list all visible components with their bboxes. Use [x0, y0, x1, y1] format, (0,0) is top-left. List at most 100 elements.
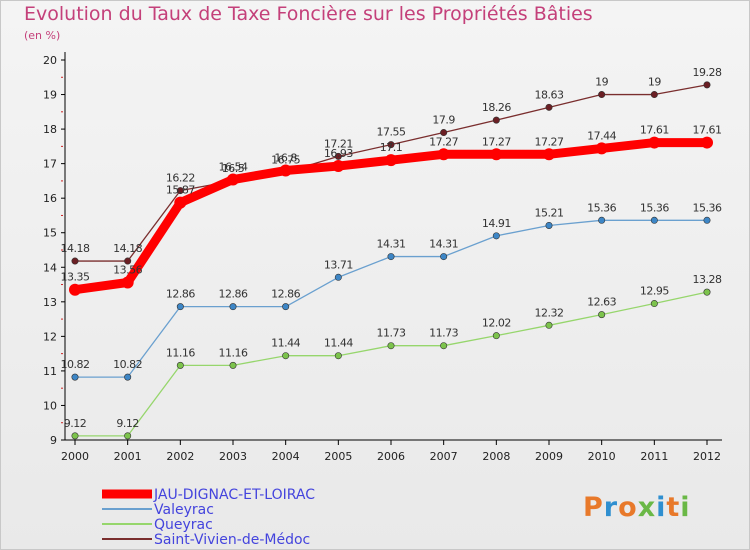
- data-point-saint-vivien-de-m-doc: [650, 91, 658, 99]
- data-label-jau-dignac-et-loirac: 17.27: [429, 135, 458, 148]
- y-tick-label: 15: [43, 227, 57, 240]
- data-point-saint-vivien-de-m-doc: [440, 129, 448, 137]
- data-label-queyrac: 11.73: [377, 327, 406, 340]
- data-label-valeyrac: 15.36: [587, 201, 616, 214]
- logo-letter: r: [603, 492, 619, 523]
- x-tick-label: 2010: [588, 450, 616, 463]
- data-point-jau-dignac-et-loirac: [490, 148, 503, 161]
- data-label-valeyrac: 12.86: [219, 288, 248, 301]
- data-point-jau-dignac-et-loirac: [385, 154, 397, 167]
- data-label-jau-dignac-et-loirac: 13.56: [113, 263, 142, 276]
- data-point-jau-dignac-et-loirac: [279, 164, 292, 177]
- data-label-valeyrac: 15.21: [535, 206, 564, 219]
- x-tick-label: 2003: [219, 450, 247, 463]
- data-label-saint-vivien-de-m-doc: 14.18: [61, 242, 90, 255]
- data-point-queyrac: [387, 342, 395, 350]
- data-label-jau-dignac-et-loirac: 16.93: [324, 147, 353, 160]
- data-label-valeyrac: 14.31: [377, 238, 406, 251]
- data-label-jau-dignac-et-loirac: 16.8: [274, 152, 297, 165]
- data-point-queyrac: [334, 352, 342, 360]
- y-tick-label: 18: [43, 123, 57, 136]
- data-label-jau-dignac-et-loirac: 16.54: [219, 161, 248, 174]
- data-point-jau-dignac-et-loirac: [174, 196, 187, 209]
- data-point-saint-vivien-de-m-doc: [176, 187, 184, 195]
- data-label-saint-vivien-de-m-doc: 18.26: [482, 101, 511, 114]
- data-label-jau-dignac-et-loirac: 17.44: [587, 129, 616, 142]
- data-point-valeyrac: [703, 216, 711, 224]
- data-label-valeyrac: 12.86: [271, 288, 300, 301]
- series-line-queyrac: [74, 291, 708, 437]
- data-point-valeyrac: [282, 303, 290, 311]
- data-label-queyrac: 12.02: [482, 317, 511, 330]
- data-label-saint-vivien-de-m-doc: 16.5: [222, 162, 245, 175]
- x-tick-label: 2004: [272, 450, 300, 463]
- data-point-valeyrac: [598, 216, 606, 224]
- data-point-saint-vivien-de-m-doc: [334, 152, 342, 160]
- data-point-jau-dignac-et-loirac: [543, 148, 555, 161]
- data-point-jau-dignac-et-loirac: [595, 142, 608, 155]
- data-point-queyrac: [703, 288, 711, 296]
- data-label-valeyrac: 10.82: [61, 358, 90, 371]
- y-tick-label: 11: [43, 365, 57, 378]
- data-point-valeyrac: [492, 232, 500, 240]
- data-point-queyrac: [176, 361, 184, 369]
- logo-letter: t: [666, 492, 681, 523]
- y-tick-label: 9: [50, 434, 57, 447]
- data-point-valeyrac: [545, 221, 553, 229]
- data-point-jau-dignac-et-loirac: [121, 276, 134, 289]
- data-label-queyrac: 9.12: [116, 417, 139, 430]
- data-point-saint-vivien-de-m-doc: [387, 141, 395, 149]
- legend-label: Queyrac: [154, 517, 213, 533]
- data-point-valeyrac: [387, 253, 395, 261]
- data-point-queyrac: [650, 300, 658, 308]
- data-point-saint-vivien-de-m-doc: [545, 103, 553, 111]
- x-tick-label: 2009: [535, 450, 563, 463]
- y-tick-label: 10: [43, 399, 57, 412]
- data-point-valeyrac: [229, 303, 237, 311]
- data-point-valeyrac: [71, 373, 79, 381]
- data-label-valeyrac: 12.86: [166, 288, 195, 301]
- x-tick-label: 2000: [61, 450, 89, 463]
- data-label-queyrac: 12.63: [587, 296, 616, 309]
- legend-label: Saint-Vivien-de-Médoc: [154, 532, 310, 548]
- legend-label: Valeyrac: [154, 502, 214, 518]
- data-point-jau-dignac-et-loirac: [69, 283, 81, 296]
- proxiti-logo: Proxiti: [583, 492, 691, 523]
- x-tick-label: 2006: [377, 450, 405, 463]
- data-point-queyrac: [71, 432, 79, 440]
- data-label-saint-vivien-de-m-doc: 17.21: [324, 137, 353, 150]
- data-label-valeyrac: 14.31: [429, 238, 458, 251]
- data-label-jau-dignac-et-loirac: 15.87: [166, 184, 195, 197]
- data-point-queyrac: [229, 361, 237, 369]
- y-tick-label: 17: [43, 158, 57, 171]
- data-label-saint-vivien-de-m-doc: 19.28: [693, 66, 722, 79]
- data-point-valeyrac: [176, 303, 184, 311]
- data-label-saint-vivien-de-m-doc: 17.9: [432, 114, 455, 127]
- y-tick-label: 20: [43, 54, 57, 67]
- data-label-queyrac: 11.44: [324, 337, 353, 350]
- data-point-queyrac: [492, 332, 500, 340]
- x-tick-label: 2002: [166, 450, 194, 463]
- x-tick-label: 2001: [114, 450, 142, 463]
- data-point-saint-vivien-de-m-doc: [492, 116, 500, 124]
- x-tick-label: 2012: [693, 450, 721, 463]
- data-label-valeyrac: 15.36: [640, 201, 669, 214]
- data-point-queyrac: [545, 321, 553, 329]
- data-point-saint-vivien-de-m-doc: [124, 257, 132, 265]
- x-tick-label: 2007: [430, 450, 458, 463]
- logo-letter: P: [583, 492, 604, 523]
- y-tick-label: 16: [43, 192, 57, 205]
- y-tick-label: 13: [43, 296, 57, 309]
- data-point-valeyrac: [440, 253, 448, 261]
- data-label-saint-vivien-de-m-doc: 16.75: [271, 153, 300, 166]
- data-label-queyrac: 12.32: [535, 306, 564, 319]
- data-point-valeyrac: [124, 373, 132, 381]
- data-label-valeyrac: 10.82: [113, 358, 142, 371]
- data-point-saint-vivien-de-m-doc: [71, 257, 79, 265]
- data-label-saint-vivien-de-m-doc: 19: [595, 76, 608, 89]
- data-point-saint-vivien-de-m-doc: [598, 91, 606, 99]
- data-point-jau-dignac-et-loirac: [701, 136, 713, 149]
- data-label-saint-vivien-de-m-doc: 18.63: [535, 88, 564, 101]
